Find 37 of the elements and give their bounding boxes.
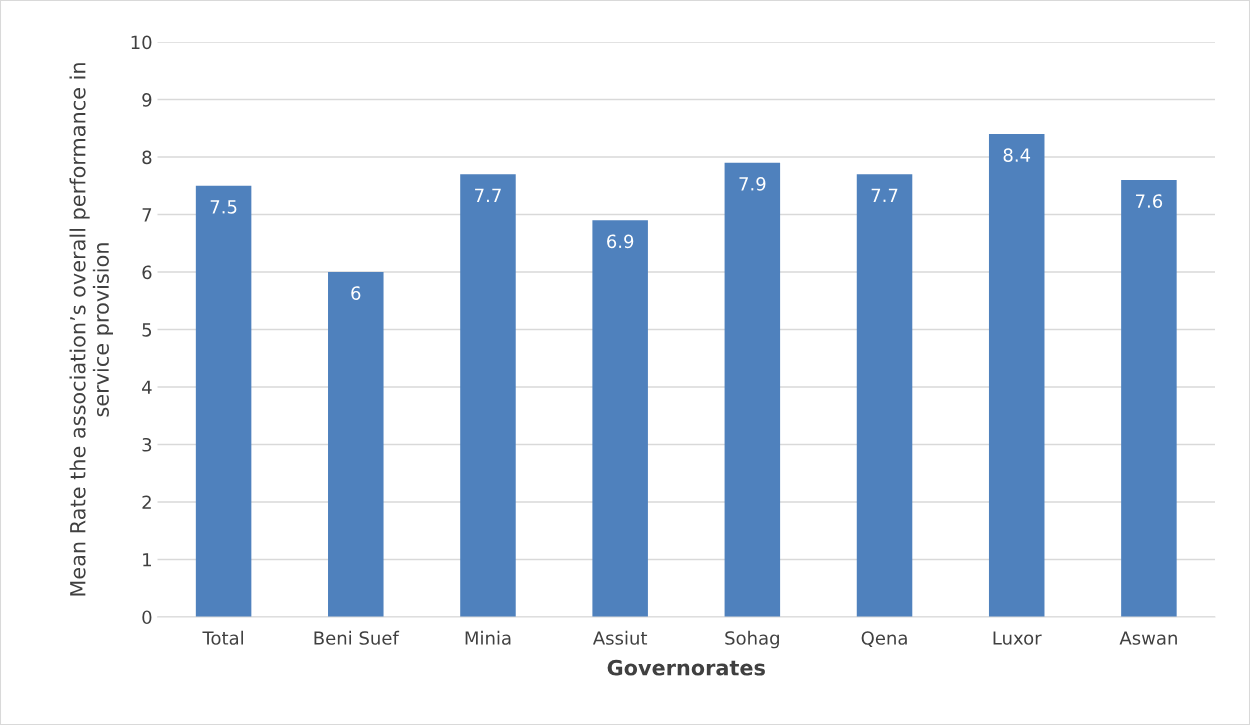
bar [988,134,1045,617]
data-label: 7.5 [210,200,237,214]
data-label: 7.7 [475,188,501,202]
x-tick-label: Assiut [592,630,648,645]
data-label: 7.9 [739,176,766,191]
y-tick-label: 1 [143,553,151,567]
x-tick-label: Minia [465,630,511,645]
x-tick-label: Beni Suef [314,630,400,645]
y-tick-label: 3 [142,437,152,452]
bar [592,220,648,617]
y-tick-label: 5 [142,323,152,337]
x-tick-label: Aswan [1119,631,1177,645]
bar [195,185,252,617]
data-label: 6 [351,286,361,300]
y-axis-title: Mean Rate the association’s overall performance in service provision [69,63,113,596]
y-tick-label: 7 [142,208,152,222]
y-tick-label: 0 [142,610,152,625]
data-label: 7.6 [1136,194,1163,208]
y-tick-label: 10 [131,35,152,50]
data-label: 7.7 [871,188,898,202]
x-tick-label: Qena [861,631,907,647]
bar [724,162,781,617]
y-tick-label: 6 [142,265,152,280]
y-tick-label: 9 [142,93,152,107]
bar [856,174,913,617]
y-tick-label: 8 [142,150,152,165]
bar [1121,180,1177,617]
x-tick-label: Luxor [993,631,1042,645]
x-tick-label: Total [202,630,243,645]
data-label: 6.9 [607,234,634,249]
bar [460,174,516,617]
data-label: 8.4 [1003,148,1031,162]
y-tick-label: 4 [142,380,152,394]
x-axis-title: Governorates [607,659,765,676]
bar [328,272,384,617]
x-tick-label: Sohag [725,630,779,649]
y-tick-label: 2 [142,495,151,509]
